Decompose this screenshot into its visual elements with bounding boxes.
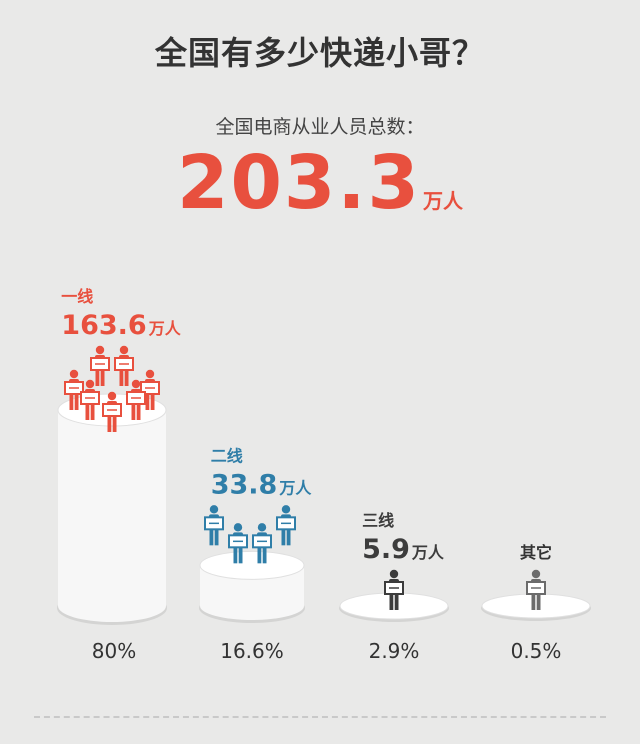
cylinder-top — [339, 592, 449, 620]
tier-percent: 2.9% — [369, 639, 420, 663]
total-unit: 万人 — [423, 189, 464, 213]
cylinder-bottom — [200, 592, 304, 620]
tier-column-2: 33.8 万人 二线 16.6% — [199, 446, 312, 663]
cylinder-top — [481, 593, 591, 619]
tier-percent: 0.5% — [511, 639, 562, 663]
cylinder-body — [58, 410, 166, 606]
tier-name: 二线 — [211, 446, 243, 465]
total-value-block: 203.3 万人 — [0, 140, 640, 226]
courier-icon — [90, 345, 110, 386]
courier-icon — [252, 523, 272, 564]
courier-icon — [228, 523, 248, 564]
courier-icon — [204, 505, 224, 546]
tier-unit: 万人 — [148, 319, 182, 338]
courier-icon — [114, 345, 134, 386]
tier-name: 三线 — [362, 511, 394, 530]
courier-icon — [384, 569, 404, 610]
bottom-divider — [34, 716, 606, 718]
total-label: 全国电商从业人员总数： — [215, 116, 425, 138]
tier-value: 5.9 — [362, 534, 410, 565]
tier-value: 33.8 — [211, 469, 278, 500]
tier-column-4: 其它 0.5% — [481, 543, 591, 663]
courier-icon — [64, 369, 84, 410]
tier-name: 其它 — [520, 543, 552, 562]
page-title: 全国有多少快递小哥？ — [154, 34, 485, 72]
tier-column-1: 163.6 万人 一线 80% — [57, 287, 182, 663]
courier-icon — [526, 569, 546, 610]
tier-unit: 万人 — [411, 543, 445, 562]
cylinder-top — [199, 550, 305, 580]
tier-value: 163.6 — [61, 310, 146, 341]
tier-percent: 16.6% — [220, 639, 284, 663]
tier-percent: 80% — [92, 639, 136, 663]
courier-icon — [126, 379, 146, 420]
tier-name: 一线 — [61, 287, 93, 306]
cylinder-bottom — [58, 590, 166, 622]
total-value: 203.3 — [176, 140, 422, 226]
courier-icon — [276, 505, 296, 546]
courier-icon — [102, 391, 122, 432]
courier-icon — [80, 379, 100, 420]
tier-unit: 万人 — [278, 478, 312, 497]
